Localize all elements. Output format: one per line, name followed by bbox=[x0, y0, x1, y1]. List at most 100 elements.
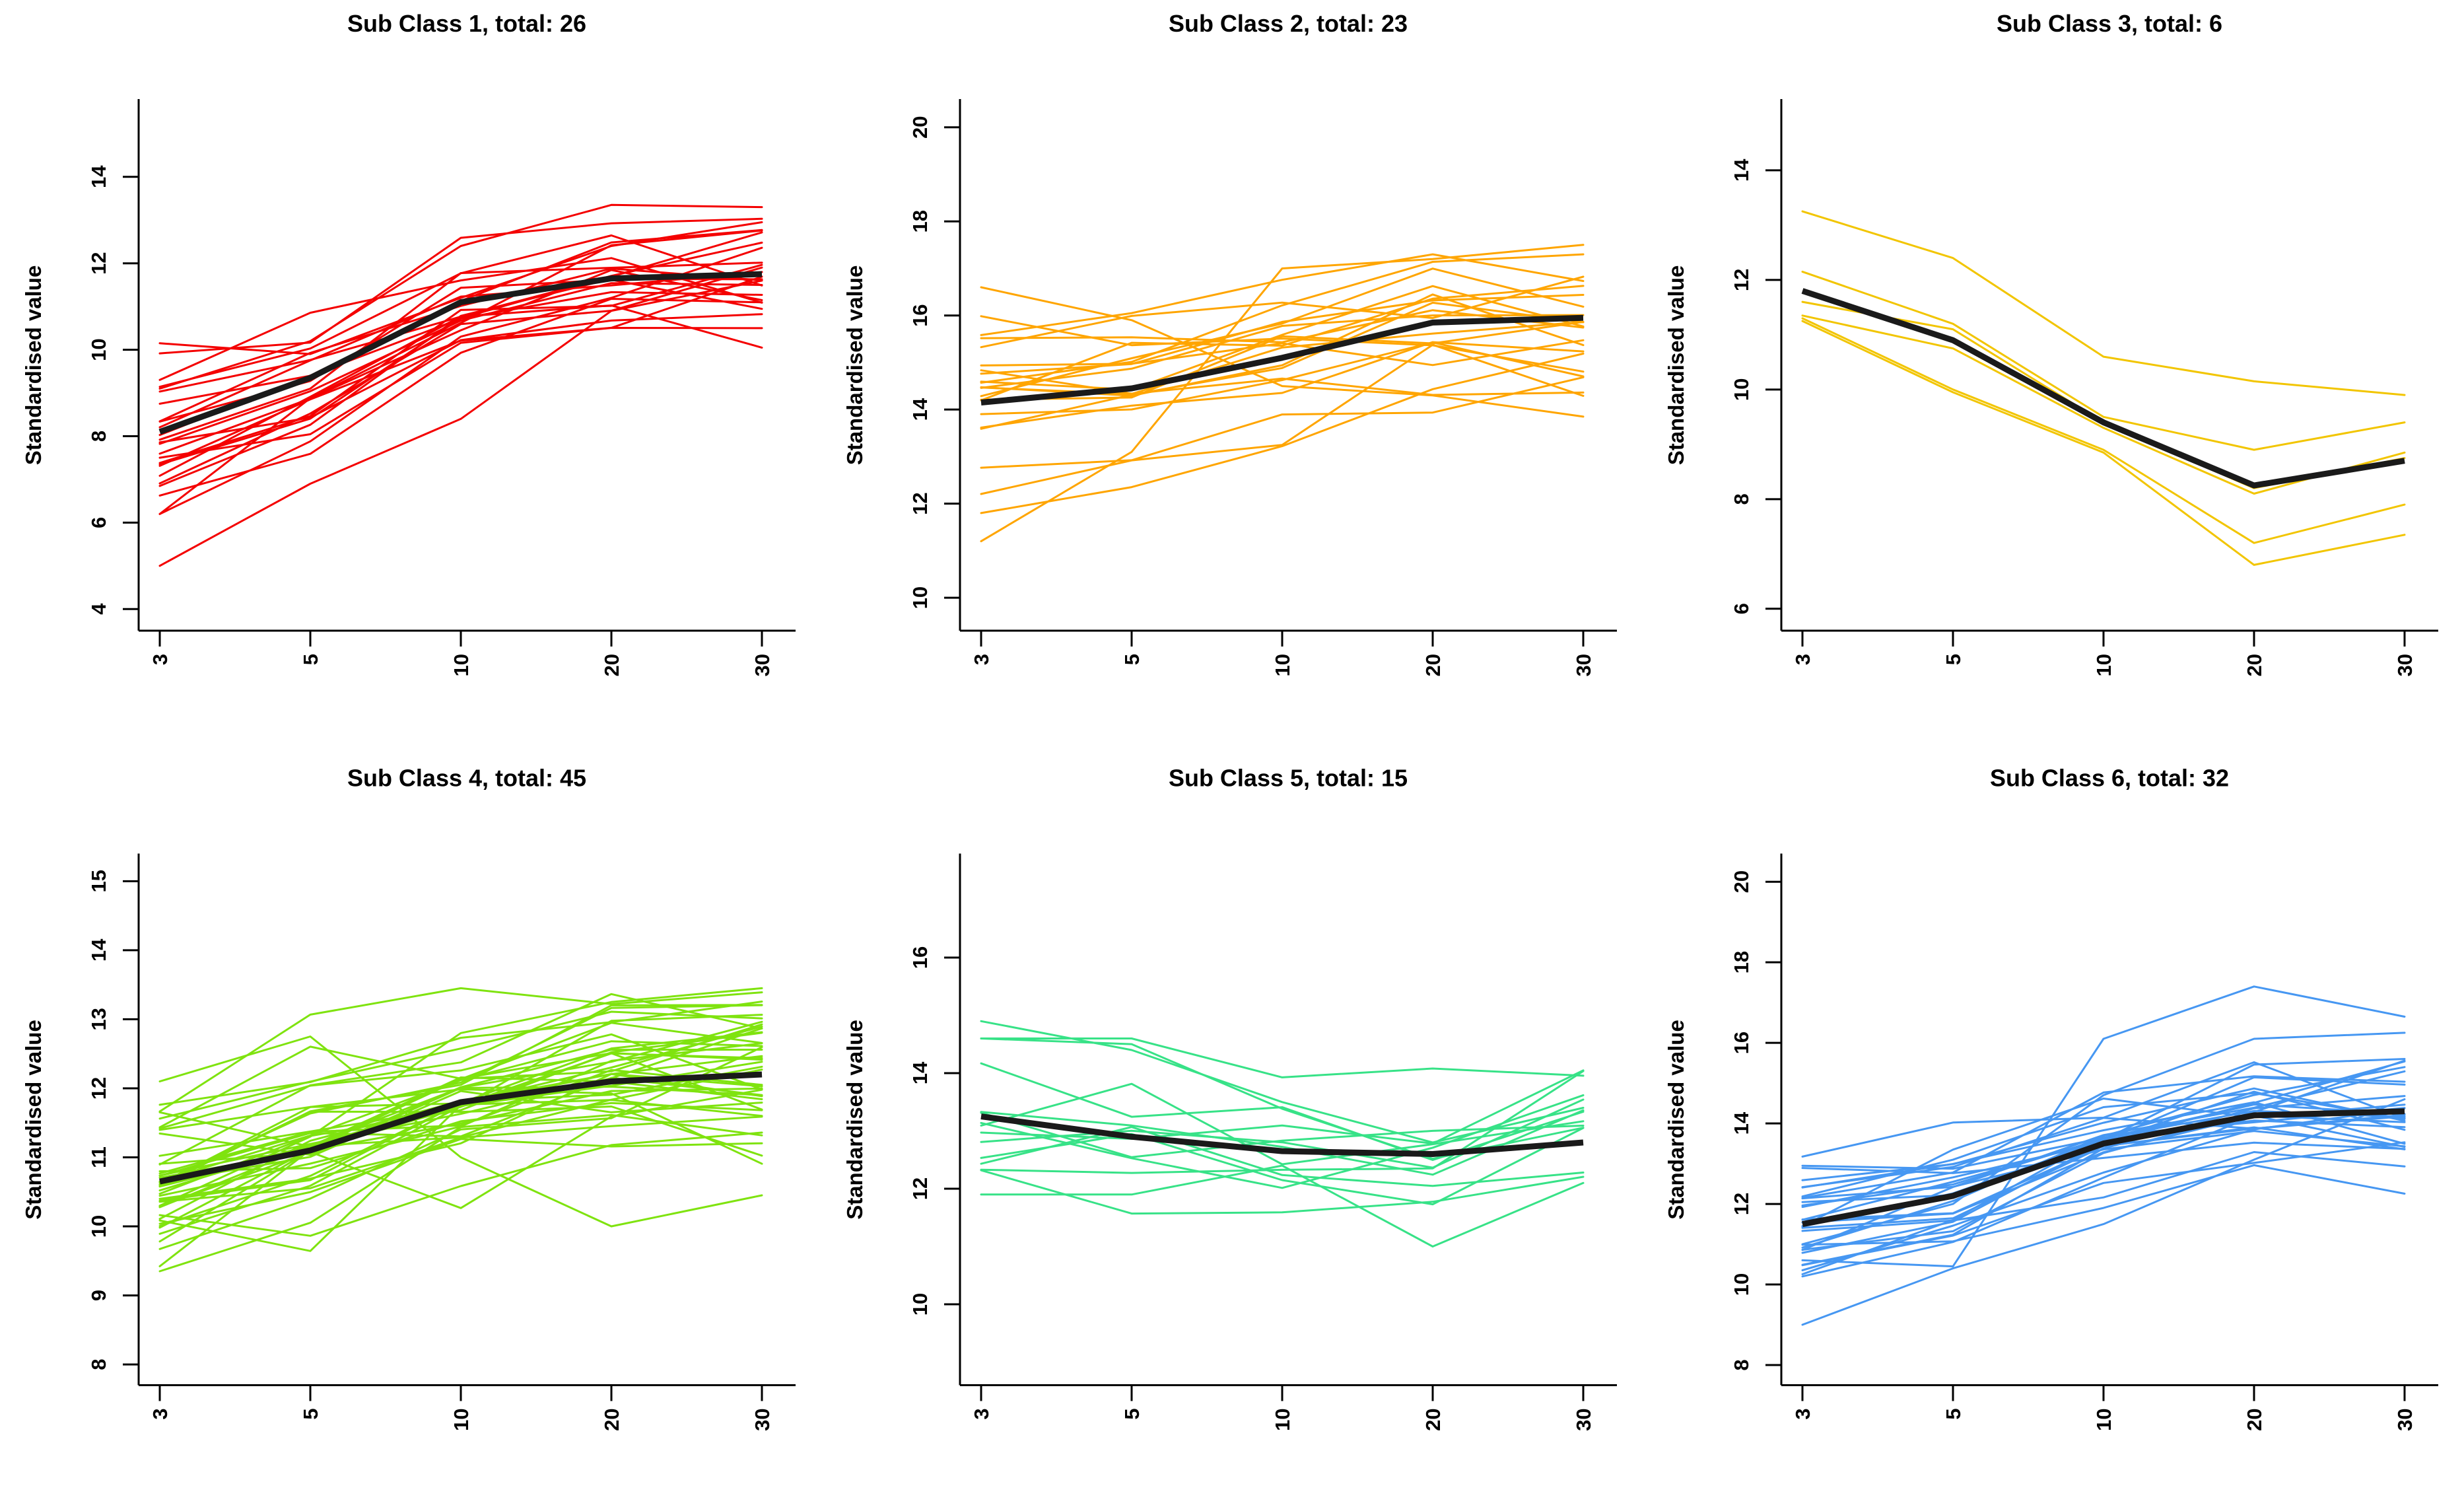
member-lines bbox=[158, 987, 763, 1273]
member-line bbox=[980, 314, 1585, 389]
x-tick-label: 10 bbox=[1271, 654, 1294, 676]
y-axis-label: Standardised value bbox=[21, 265, 46, 466]
x-tick-label: 20 bbox=[2243, 654, 2266, 676]
member-line bbox=[158, 1113, 763, 1273]
member-line bbox=[980, 1169, 1585, 1215]
member-line bbox=[980, 1126, 1585, 1187]
x-tick-label: 30 bbox=[1572, 654, 1595, 676]
y-tick-label: 20 bbox=[908, 116, 932, 139]
x-tick-label: 3 bbox=[149, 654, 172, 665]
member-line bbox=[158, 1052, 763, 1267]
member-line bbox=[158, 1069, 763, 1175]
x-tick-label: 30 bbox=[2393, 1409, 2416, 1431]
y-tick-label: 10 bbox=[908, 586, 932, 609]
axes: 4 6 8 10 12 14 3 5 10 20 30 bbox=[87, 99, 796, 676]
y-tick-label: 8 bbox=[87, 431, 110, 442]
member-line bbox=[1801, 1164, 2406, 1246]
y-tick-label: 12 bbox=[908, 1177, 932, 1200]
x-tick-label: 3 bbox=[1791, 1409, 1814, 1420]
subclass-chart-4: Sub Class 4, total: 45 Standardised valu… bbox=[21, 765, 796, 1431]
y-axis-label: Standardised value bbox=[842, 1020, 867, 1220]
mean-line bbox=[158, 271, 763, 435]
x-tick-label: 10 bbox=[1271, 1409, 1294, 1431]
y-tick-label: 12 bbox=[1730, 1193, 1753, 1215]
member-line bbox=[980, 275, 1585, 349]
member-line bbox=[980, 301, 1585, 430]
y-tick-label: 8 bbox=[87, 1359, 110, 1370]
x-tick-label: 10 bbox=[2092, 654, 2115, 676]
axes: 10 12 14 16 3 5 10 20 30 bbox=[908, 853, 1617, 1431]
mean-line bbox=[159, 1071, 763, 1185]
y-tick-label: 13 bbox=[87, 1008, 110, 1030]
axes: 10 12 14 16 18 20 3 5 10 20 30 bbox=[908, 99, 1617, 676]
member-line bbox=[1801, 314, 2406, 495]
y-tick-label: 14 bbox=[87, 165, 110, 188]
member-line bbox=[1801, 1098, 2406, 1326]
member-line bbox=[980, 339, 1585, 367]
member-line bbox=[1801, 1066, 2406, 1275]
x-tick-label: 3 bbox=[149, 1409, 172, 1420]
panel-title: Sub Class 6, total: 32 bbox=[1990, 765, 2229, 792]
member-line bbox=[980, 1082, 1585, 1166]
member-line bbox=[1801, 1075, 2406, 1199]
subclass-panel-1: Sub Class 1, total: 26 Standardised valu… bbox=[0, 0, 821, 754]
x-tick-label: 5 bbox=[1120, 1409, 1144, 1420]
mean-trajectory bbox=[1801, 288, 2405, 489]
mean-trajectory bbox=[980, 314, 1584, 405]
y-tick-label: 12 bbox=[87, 1077, 110, 1100]
mean-trajectory bbox=[158, 271, 763, 435]
x-tick-label: 30 bbox=[751, 1409, 774, 1431]
member-lines bbox=[158, 203, 763, 567]
subclass-chart-3: Sub Class 3, total: 6 Standardised value… bbox=[1664, 10, 2438, 676]
x-tick-label: 30 bbox=[1572, 1409, 1595, 1431]
member-line bbox=[980, 343, 1585, 495]
member-line bbox=[158, 275, 763, 467]
member-line bbox=[980, 1070, 1585, 1174]
y-tick-label: 10 bbox=[87, 1215, 110, 1238]
x-tick-label: 3 bbox=[970, 1409, 993, 1420]
member-line bbox=[980, 341, 1585, 415]
y-tick-label: 16 bbox=[908, 304, 932, 326]
mean-trajectory bbox=[1802, 1108, 2405, 1228]
member-line bbox=[980, 341, 1585, 429]
subclass-chart-6: Sub Class 6, total: 32 Standardised valu… bbox=[1664, 765, 2438, 1431]
member-line bbox=[158, 1069, 763, 1209]
member-line bbox=[980, 285, 1585, 402]
x-tick-label: 3 bbox=[970, 654, 993, 665]
member-line bbox=[158, 1000, 763, 1106]
x-tick-label: 5 bbox=[1942, 654, 1965, 665]
member-line bbox=[1801, 1092, 2406, 1198]
x-tick-label: 20 bbox=[600, 1409, 623, 1431]
x-tick-label: 20 bbox=[600, 654, 623, 676]
x-tick-label: 30 bbox=[2393, 654, 2416, 676]
mean-line bbox=[1802, 1108, 2405, 1228]
member-line bbox=[980, 320, 1585, 401]
x-tick-label: 20 bbox=[1421, 1409, 1445, 1431]
panel-title: Sub Class 3, total: 6 bbox=[1997, 10, 2222, 37]
y-tick-label: 8 bbox=[1730, 1359, 1753, 1370]
y-axis-label: Standardised value bbox=[842, 265, 867, 466]
panel-title: Sub Class 4, total: 45 bbox=[347, 765, 586, 792]
member-line bbox=[158, 217, 763, 355]
member-line bbox=[158, 1035, 763, 1228]
x-tick-label: 20 bbox=[2243, 1409, 2266, 1431]
axes: 8 9 10 11 12 13 14 15 3 5 10 20 30 bbox=[87, 853, 796, 1431]
member-lines bbox=[980, 1020, 1585, 1247]
member-line bbox=[158, 1090, 763, 1183]
member-line bbox=[980, 1111, 1585, 1158]
member-line bbox=[158, 263, 763, 464]
member-line bbox=[158, 987, 763, 1113]
member-line bbox=[980, 253, 1585, 336]
member-line bbox=[158, 327, 763, 459]
member-line bbox=[158, 231, 763, 477]
member-line bbox=[158, 1088, 763, 1209]
member-line bbox=[158, 229, 763, 515]
y-tick-label: 12 bbox=[1730, 269, 1753, 291]
member-line bbox=[158, 1131, 763, 1237]
x-tick-label: 5 bbox=[1120, 654, 1144, 665]
member-line bbox=[158, 1088, 763, 1165]
y-axis-label: Standardised value bbox=[1664, 1020, 1688, 1220]
member-line bbox=[158, 1055, 763, 1200]
y-tick-label: 6 bbox=[1730, 603, 1753, 614]
